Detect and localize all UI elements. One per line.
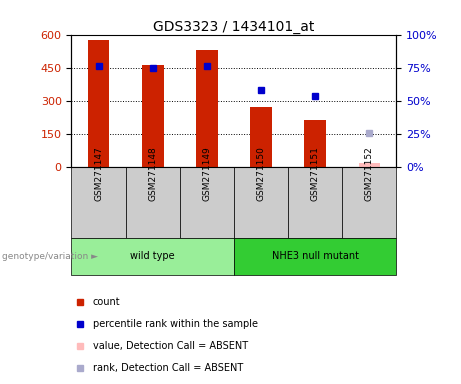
Bar [196,50,218,167]
Text: GSM271149: GSM271149 [202,146,212,201]
Bar [180,167,234,238]
Text: GSM271152: GSM271152 [365,146,374,201]
Text: percentile rank within the sample: percentile rank within the sample [93,319,258,329]
Text: rank, Detection Call = ABSENT: rank, Detection Call = ABSENT [93,363,243,373]
Bar [250,108,272,167]
Bar [234,167,288,238]
Bar [71,167,125,238]
Text: GSM271147: GSM271147 [94,146,103,201]
Text: wild type: wild type [130,251,175,262]
Text: genotype/variation ►: genotype/variation ► [2,252,98,261]
Bar [88,40,109,167]
Text: GSM271150: GSM271150 [256,146,266,201]
Bar [71,238,234,275]
Text: value, Detection Call = ABSENT: value, Detection Call = ABSENT [93,341,248,351]
Bar [359,163,380,167]
Bar [342,167,396,238]
Text: GSM271151: GSM271151 [311,146,320,201]
Text: GSM271148: GSM271148 [148,146,157,201]
Bar [125,167,180,238]
Bar [304,119,326,167]
Text: NHE3 null mutant: NHE3 null mutant [272,251,359,262]
Title: GDS3323 / 1434101_at: GDS3323 / 1434101_at [153,20,315,33]
Bar [288,167,342,238]
Bar [142,66,164,167]
Bar [234,238,396,275]
Text: count: count [93,297,120,307]
